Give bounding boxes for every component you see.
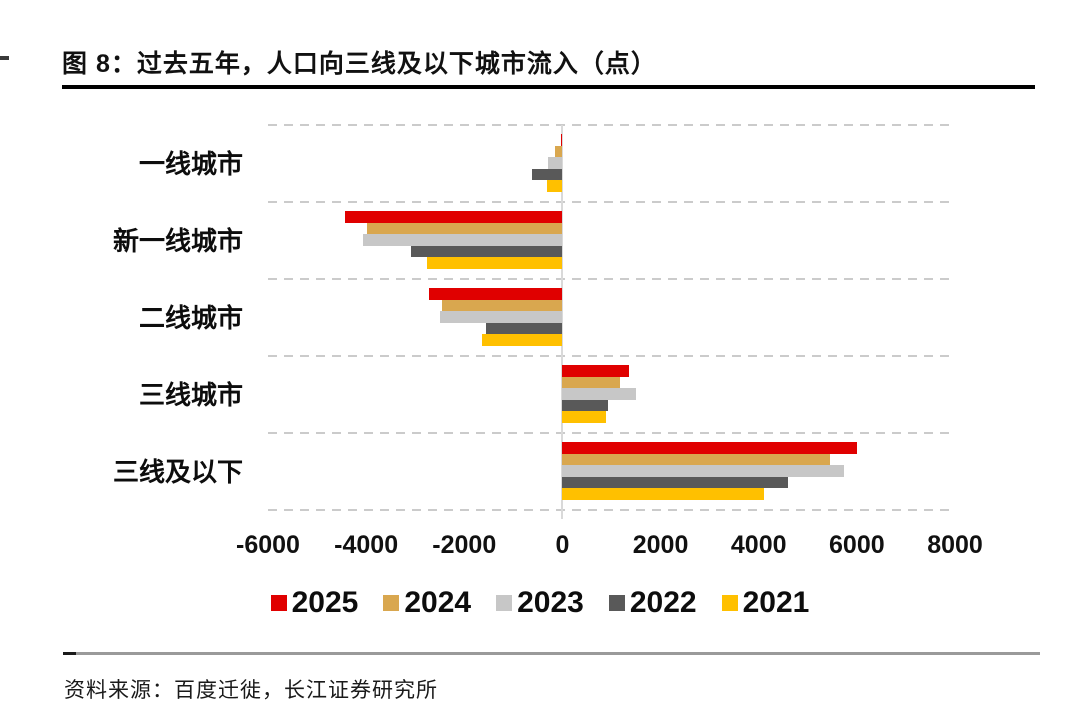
gridline [268, 124, 955, 126]
zero-axis-line [561, 125, 564, 519]
legend-swatch-icon [496, 595, 513, 611]
legend-item-2024: 2024 [383, 588, 471, 618]
bar-2025 [428, 288, 563, 300]
legend-label: 2023 [517, 586, 584, 619]
legend-item-2021: 2021 [721, 586, 810, 619]
gridline [268, 355, 955, 357]
legend-swatch-icon [270, 595, 287, 611]
gridline [268, 432, 955, 434]
bar-2022 [562, 399, 609, 412]
bar-2024 [367, 222, 563, 235]
source-note: 资料来源：百度迁徙，长江证券研究所 [64, 679, 438, 702]
x-tick-label: -4000 [334, 531, 399, 559]
bar-2021 [426, 257, 563, 269]
population-inflow-bar-chart: 一线城市新一线城市二线城市三线城市三线及以下 -6000 -4000 -2000 0 20… [112, 124, 983, 559]
bar-2025 [345, 211, 563, 223]
x-tick-label: -2000 [432, 531, 497, 559]
bar-2021 [481, 334, 563, 346]
bottom-divider [63, 652, 1040, 655]
category-label: 一线城市 [138, 148, 243, 179]
bar-2025 [562, 442, 857, 454]
legend-swatch-icon [721, 595, 738, 611]
legend-label: 2024 [404, 586, 472, 619]
bar-2021 [562, 411, 607, 423]
page-edge-mark [0, 56, 9, 60]
legend-item-2025: 2025 [270, 586, 359, 619]
x-tick-label: 0 [555, 531, 570, 559]
category-label: 三线城市 [138, 379, 243, 410]
legend-swatch-icon [383, 595, 400, 611]
x-tick-label: -6000 [236, 531, 300, 559]
bar-2022 [531, 168, 563, 181]
legend-label: 2021 [742, 586, 810, 619]
bar-2023 [439, 311, 563, 323]
legend-item-2023: 2023 [496, 588, 584, 618]
chart-legend: 2025 2024 2023 2022 2021 [0, 585, 1080, 621]
bar-2024 [554, 145, 563, 158]
bar-2023 [562, 465, 844, 477]
bar-2023 [562, 388, 637, 400]
legend-label: 2025 [291, 586, 359, 619]
bar-2023 [547, 157, 563, 169]
bar-2025 [562, 365, 629, 377]
category-label: 三线及以下 [112, 456, 243, 487]
bar-2021 [546, 180, 563, 192]
bar-2024 [441, 299, 563, 312]
category-label: 二线城市 [138, 302, 243, 333]
bar-2021 [562, 488, 765, 500]
x-tick-label: 6000 [829, 531, 885, 559]
figure-title: 图 8：过去五年，人口向三线及以下城市流入（点） [62, 50, 657, 78]
bar-2023 [362, 234, 563, 246]
category-label: 新一线城市 [112, 225, 243, 256]
legend-item-2022: 2022 [608, 586, 697, 619]
gridline [268, 509, 955, 511]
gridline [268, 278, 955, 280]
bar-2024 [562, 376, 621, 389]
legend-swatch-icon [608, 595, 625, 611]
gridline [268, 201, 955, 203]
x-tick-label: 4000 [730, 531, 787, 559]
bar-2022 [410, 245, 563, 258]
x-tick-label: 8000 [927, 531, 983, 559]
bar-2022 [486, 322, 563, 335]
bar-2025 [561, 134, 563, 146]
x-tick-label: 2000 [632, 531, 689, 559]
bar-2022 [562, 476, 788, 489]
title-underline [62, 85, 1035, 89]
bar-2024 [562, 453, 830, 466]
legend-label: 2022 [629, 586, 697, 619]
